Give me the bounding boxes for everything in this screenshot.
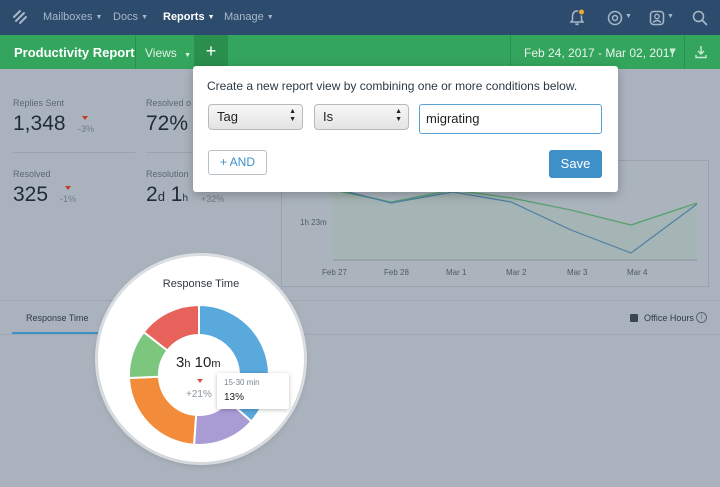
divider <box>13 152 135 153</box>
series-line-green <box>332 189 698 226</box>
resolution-days-unit: d <box>157 189 165 204</box>
condition-operator-select[interactable]: Is ▲ ▼ <box>314 104 409 130</box>
report-header-bar: Productivity Report Views ▼ + Feb 24, 20… <box>0 35 720 69</box>
select-arrows-icon: ▲ ▼ <box>395 108 402 123</box>
x-axis-tick-label: Mar 3 <box>567 268 588 277</box>
x-axis-tick-label: Feb 28 <box>384 268 409 277</box>
nav-manage[interactable]: Manage ▼ <box>224 11 274 23</box>
search-icon[interactable] <box>690 8 710 28</box>
condition-operator-value: Is <box>323 109 334 124</box>
stat-value-resolution-time: 2d 1h <box>146 183 188 207</box>
help-lifebuoy-icon[interactable] <box>605 8 625 28</box>
divider <box>146 152 192 153</box>
y-axis-tick-label: 1h 23m <box>300 218 327 227</box>
minutes-value: 10 <box>194 354 212 371</box>
response-time-delta: +21% <box>186 389 212 400</box>
chevron-down-icon: ▼ <box>625 13 632 20</box>
stat-label-resolved: Resolved <box>13 169 51 179</box>
x-axis-tick-label: Mar 2 <box>506 268 527 277</box>
x-axis-tick-label: Mar 1 <box>446 268 467 277</box>
stat-value-replies-sent: 1,348 <box>13 112 66 135</box>
views-label: Views <box>145 46 177 60</box>
down-arrow-icon <box>65 186 71 190</box>
nav-mailboxes-label: Mailboxes <box>43 11 93 23</box>
helpscout-logo-icon[interactable] <box>12 9 28 25</box>
chevron-down-icon: ▼ <box>266 13 274 21</box>
condition-field-value: Tag <box>217 109 238 124</box>
chevron-down-icon: ▼ <box>667 13 674 20</box>
user-profile-icon[interactable] <box>647 8 667 28</box>
date-range-picker[interactable]: Feb 24, 2017 - Mar 02, 2017 <box>524 46 677 60</box>
nav-docs-label: Docs <box>113 11 139 23</box>
donut-title: Response Time <box>162 278 240 290</box>
tooltip-value: 13% <box>224 392 245 403</box>
divider <box>510 35 511 69</box>
donut-segment-orange[interactable] <box>128 375 198 446</box>
chevron-down-icon[interactable]: ▼ <box>668 47 676 56</box>
down-arrow-icon <box>82 116 88 120</box>
chevron-down-icon: ▼ <box>95 13 103 21</box>
resolution-hours: 1 <box>170 183 183 206</box>
hours-unit: h <box>184 358 191 370</box>
views-dropdown[interactable]: Views ▼ <box>145 46 191 60</box>
response-time-donut-magnifier: Response Time 3h 10m +21% 15-30 min 13% <box>98 256 304 462</box>
stat-value-resolved: 325 <box>13 183 49 206</box>
x-axis-tick-label: Feb 27 <box>322 268 347 277</box>
minutes-unit: m <box>211 358 221 370</box>
stat-label-resolution-time: Resolution <box>146 169 189 179</box>
stat-delta-resolution-time: +32% <box>201 194 225 204</box>
tab-response-time[interactable]: Response Time <box>26 313 89 323</box>
chevron-down-icon: ▼ <box>141 13 148 21</box>
divider <box>135 35 136 69</box>
condition-field-select[interactable]: Tag ▲ ▼ <box>208 104 303 130</box>
line-chart-lines <box>332 187 698 261</box>
office-hours-checkbox[interactable] <box>630 314 638 322</box>
popover-instruction: Create a new report view by combining on… <box>207 79 578 93</box>
hours-value: 3 <box>176 354 185 371</box>
x-axis-tick-label: Mar 4 <box>627 268 648 277</box>
nav-reports[interactable]: Reports ▼ <box>163 11 215 23</box>
donut-segment-red[interactable] <box>142 304 200 352</box>
active-tab-indicator <box>12 332 98 334</box>
resolution-hours-unit: h <box>182 193 189 204</box>
new-view-popover: Create a new report view by combining on… <box>193 66 618 192</box>
divider <box>684 35 685 69</box>
nav-docs[interactable]: Docs ▼ <box>113 11 148 23</box>
office-hours-label[interactable]: Office Hours <box>644 313 694 323</box>
tooltip-range: 15-30 min <box>224 378 260 387</box>
resolution-days: 2 <box>146 183 158 206</box>
response-time-value: 3h 10m <box>176 354 221 371</box>
download-icon[interactable] <box>694 45 708 59</box>
select-arrows-icon: ▲ ▼ <box>289 108 296 123</box>
stat-label-resolved-on-first: Resolved o <box>146 98 192 108</box>
top-navigation: Mailboxes ▼ Docs ▼ Reports ▼ Manage ▼ ▼ … <box>0 0 720 35</box>
condition-value-input[interactable]: migrating <box>419 104 602 134</box>
info-icon[interactable]: i <box>696 312 707 323</box>
stat-value-resolved-on-first: 72% <box>146 112 189 135</box>
report-title: Productivity Report <box>14 45 135 60</box>
nav-reports-label: Reports <box>163 11 205 23</box>
chevron-down-icon: ▼ <box>184 52 192 59</box>
stat-label-replies-sent: Replies Sent <box>13 98 65 108</box>
stat-delta-resolved: -1% <box>60 194 77 204</box>
chevron-down-icon: ▼ <box>207 13 215 21</box>
save-button[interactable]: Save <box>549 150 602 178</box>
up-arrow-icon <box>197 379 203 383</box>
segment-tooltip: 15-30 min 13% <box>217 373 289 409</box>
nav-mailboxes[interactable]: Mailboxes ▼ <box>43 11 102 23</box>
nav-manage-label: Manage <box>224 11 264 23</box>
series-line-blue <box>332 187 698 254</box>
notifications-bell-icon[interactable] <box>567 8 587 28</box>
add-view-button[interactable]: + <box>194 35 228 69</box>
add-and-condition-button[interactable]: + AND <box>208 150 267 175</box>
stat-delta-replies-sent: -3% <box>78 124 95 134</box>
detail-tabs-row: Response Time <box>0 300 720 335</box>
area-fill <box>333 190 697 260</box>
